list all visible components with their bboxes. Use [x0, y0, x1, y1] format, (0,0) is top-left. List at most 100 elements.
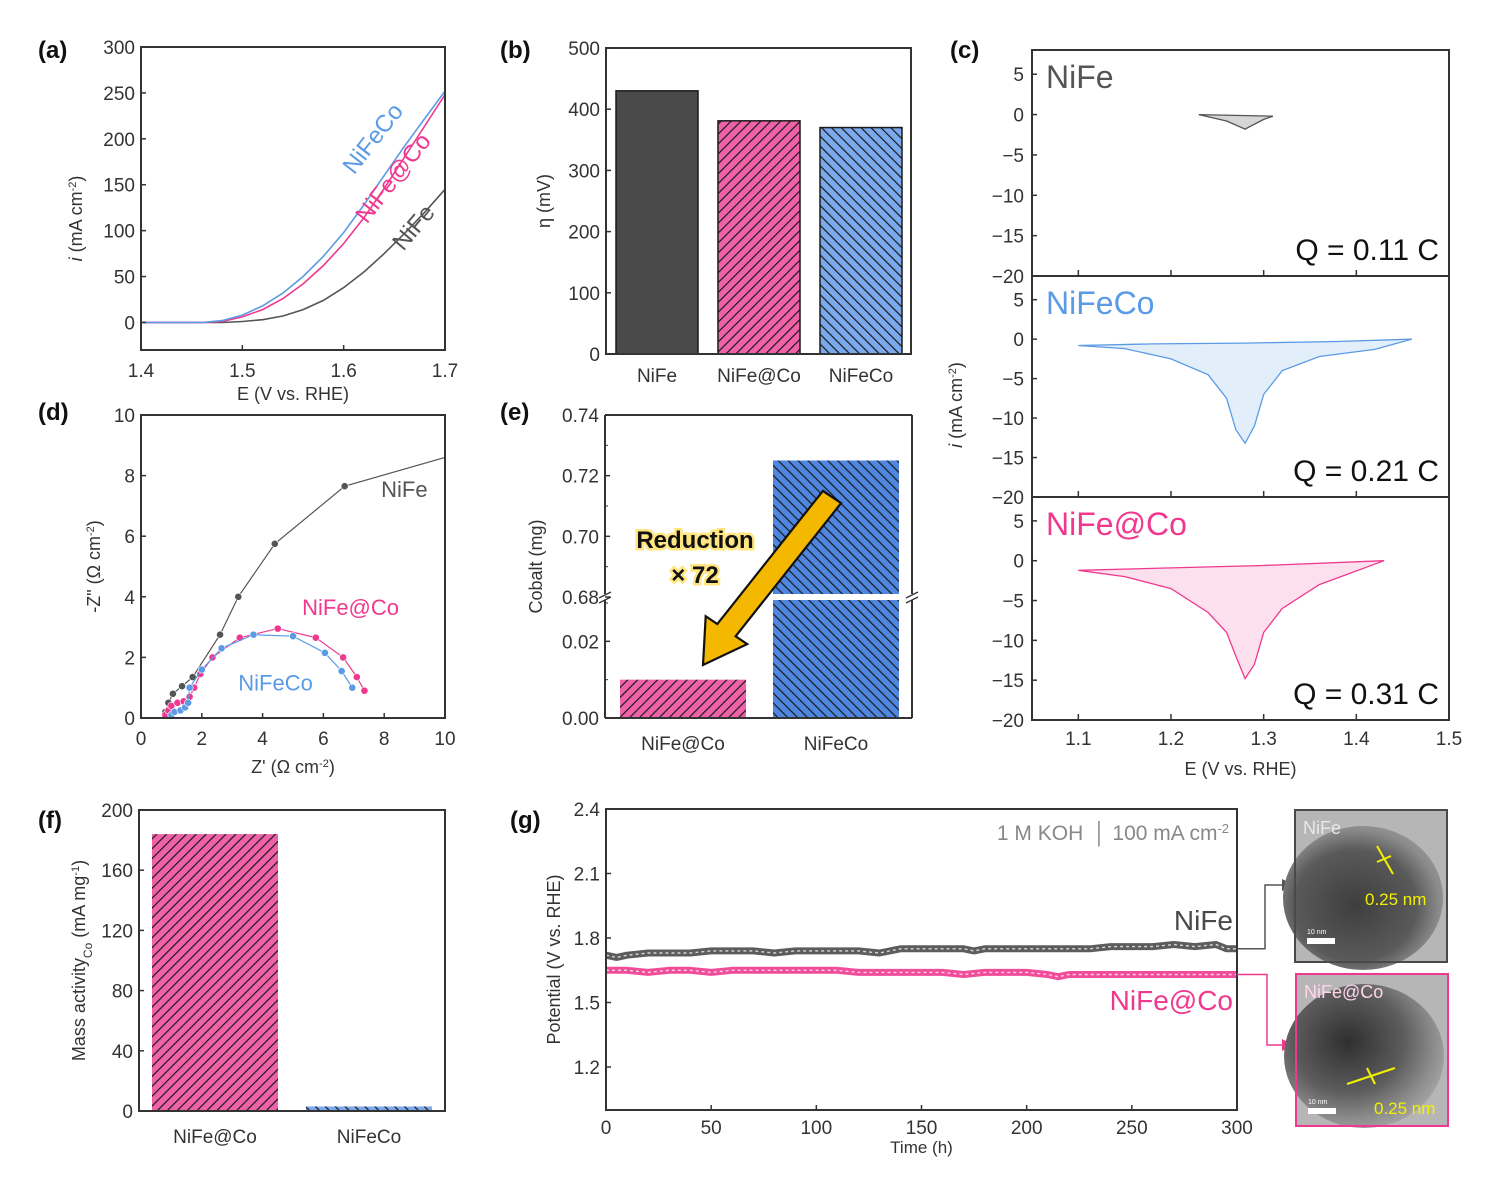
- plot-frame: [140, 46, 446, 351]
- plot-frame: [605, 47, 912, 355]
- panel-a-lsv-chart: 0 50 100 150 200 250 300 1.4 1.5 1.6 1.7 E (V vs. R…: [66, 38, 458, 404]
- y-tick-label: 1.5: [574, 994, 600, 1015]
- y-tick-label: 200: [101, 801, 133, 822]
- panel-f-mass-activity-chart: NiFe@Co NiFeCo 0 40 80 120 160 200 Mass activity…: [69, 801, 446, 1148]
- lattice-spacing-label: 0.25 nm: [1374, 1099, 1435, 1118]
- data-point: [339, 653, 348, 662]
- series-nifeatco: [606, 966, 1237, 981]
- data-point: [289, 632, 297, 641]
- x-category-label: NiFe@Co: [173, 1127, 257, 1148]
- y-tick-label: 0: [589, 345, 600, 366]
- panel-c-reduction-peak-chart: −20 −15 −10 −5 0 5 NiFe Q = 0.11 C −20 −15 −10 −5 0 5…: [946, 49, 1462, 779]
- data-point: [178, 682, 186, 691]
- series-annotation: NiFeCo: [238, 671, 313, 696]
- panel-label-d: (d): [38, 399, 69, 426]
- x-tick-label: 2: [197, 729, 208, 750]
- y-label-text: -Z" (Ω cm: [84, 536, 104, 613]
- x-label-end: ): [329, 757, 335, 777]
- series-nife: [161, 456, 446, 716]
- series-annotation: NiFe@Co: [302, 595, 399, 620]
- lattice-marker: [1366, 1067, 1376, 1085]
- y-tick-label: 300: [568, 161, 600, 182]
- x-tick-label: 100: [800, 1118, 832, 1139]
- series-nifeco: [167, 630, 357, 719]
- subplot-nife: −20 −15 −10 −5 0 5 NiFe Q = 0.11 C: [992, 49, 1450, 288]
- y-tick-label: −15: [992, 671, 1024, 692]
- y-tick-label: 0.02: [562, 632, 599, 653]
- subplot-title: NiFe: [1046, 59, 1114, 95]
- x-tick-label: 1.4: [128, 361, 155, 382]
- y-tick-label: 0.70: [562, 527, 599, 548]
- y-label-sup: -2: [85, 526, 97, 536]
- plot-frame: [138, 809, 446, 1112]
- panel-label-c: (c): [950, 37, 979, 64]
- x-tick-label: 1.1: [1065, 729, 1091, 750]
- y-label-symbol: i: [66, 256, 86, 261]
- scale-bar-label: 10 nm: [1307, 929, 1327, 936]
- reduction-peak-area: [1078, 560, 1385, 680]
- series-line-nife: [141, 188, 446, 324]
- y-tick-label: 250: [103, 84, 135, 105]
- x-axis-label: E (V vs. RHE): [1184, 759, 1296, 779]
- y-tick-label: −15: [992, 449, 1024, 470]
- y-tick-label: 10: [114, 406, 135, 427]
- x-category-label: NiFeCo: [829, 366, 893, 387]
- reduction-annotation: Reduction × 72: [634, 525, 756, 592]
- y-label-unit: (mA cm: [946, 378, 966, 444]
- y-tick-label: 0: [1013, 106, 1024, 127]
- y-tick-label: 50: [114, 268, 135, 289]
- series-nifeatco: [161, 624, 369, 719]
- y-tick-label: 0: [1013, 330, 1024, 351]
- series-line: [605, 941, 1237, 961]
- data-point: [352, 673, 361, 681]
- y-tick-label: 6: [124, 527, 135, 548]
- separator: │: [1093, 820, 1106, 847]
- series-line-nifeatco: [141, 94, 446, 324]
- scale-bar-label: 10 nm: [1308, 1099, 1328, 1106]
- y-axis-label: Cobalt (mg): [526, 519, 546, 613]
- reduction-peak-area: [1078, 338, 1413, 445]
- x-label-sup: -2: [319, 758, 329, 770]
- subplot-title: NiFe@Co: [1046, 506, 1187, 542]
- y-label-text: Mass activity: [69, 958, 89, 1061]
- reduction-factor: × 72: [671, 562, 718, 589]
- x-tick-label: 4: [257, 729, 268, 750]
- tem-label: NiFe@Co: [1304, 982, 1383, 1002]
- charge-value: Q = 0.11 C: [1295, 234, 1439, 267]
- y-tick-label: −5: [1002, 146, 1024, 167]
- y-tick-label: 400: [568, 100, 600, 121]
- y-tick-label: 120: [101, 921, 133, 942]
- y-label-end: ): [84, 520, 104, 526]
- y-tick-label: 5: [1013, 291, 1024, 312]
- data-point: [216, 630, 224, 639]
- x-tick-label: 10: [434, 729, 455, 750]
- bar-nifeatco: [620, 679, 746, 718]
- data-point: [169, 689, 177, 698]
- y-tick-label: −10: [992, 186, 1024, 207]
- data-point: [197, 665, 206, 674]
- series-line: [164, 456, 446, 713]
- series-annotation-nife: NiFe: [1174, 905, 1233, 936]
- y-tick-label: −20: [992, 488, 1024, 509]
- y-tick-label: −20: [992, 267, 1024, 288]
- y-tick-label: 200: [103, 130, 135, 151]
- y-label-end: ): [69, 860, 89, 866]
- current-density-sup: -2: [1217, 821, 1229, 836]
- data-point: [273, 624, 282, 633]
- current-density-label: 100 mA cm: [1112, 822, 1217, 845]
- x-tick-label: 1.5: [1436, 729, 1462, 750]
- plot-frame: [140, 414, 446, 719]
- x-axis-label: E (V vs. RHE): [237, 384, 349, 404]
- y-tick-label: 0: [122, 1102, 133, 1123]
- data-point: [234, 592, 243, 601]
- y-tick-label: 4: [124, 588, 135, 609]
- x-category-label: NiFeCo: [804, 734, 868, 755]
- y-tick-label: −10: [992, 409, 1024, 430]
- bar-nifeatco: [717, 120, 801, 355]
- y-axis-label: Mass activityCo (mA mg-1): [69, 860, 95, 1061]
- tem-particle-image: [1284, 984, 1444, 1128]
- tem-border: [1295, 973, 1449, 1127]
- panel-b-overpotential-chart: NiFe NiFe@Co NiFeCo 0 100 200 300 400 500 η (mV): [534, 39, 912, 387]
- y-label-symbol: i: [946, 443, 966, 448]
